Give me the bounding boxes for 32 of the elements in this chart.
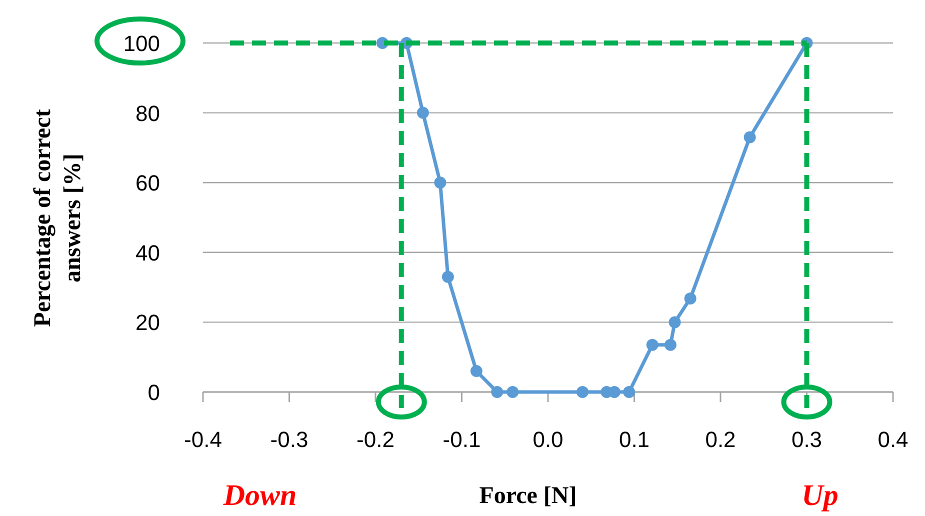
text: Down <box>222 479 297 512</box>
x-tick-label: -0.4 <box>184 427 222 452</box>
text: Up <box>802 479 838 512</box>
y-tick-label: 100 <box>123 31 160 56</box>
x-tick-label: 0.4 <box>878 427 908 452</box>
point <box>646 338 658 351</box>
x-tick-label: -0.2 <box>356 427 394 452</box>
x-tick-label: 0.3 <box>791 427 822 452</box>
point <box>576 386 588 398</box>
point <box>416 106 429 119</box>
point <box>491 386 504 398</box>
point <box>442 270 454 283</box>
point <box>668 316 681 328</box>
y-tick-label: 80 <box>136 100 160 126</box>
x-axis-title: Force [N] <box>479 483 577 509</box>
y-tick-label: 40 <box>136 240 160 266</box>
y-tick-label: 0 <box>148 380 160 405</box>
x-tick-label: 0.1 <box>618 427 650 452</box>
point <box>684 292 696 304</box>
point <box>470 365 482 378</box>
y-tick-label: 20 <box>136 310 160 336</box>
point <box>744 131 756 144</box>
y-axis-title: Percentage of correct answers [%] <box>30 109 86 327</box>
x-tick-label: -0.3 <box>270 427 308 452</box>
point <box>664 338 676 351</box>
point <box>434 176 446 189</box>
point <box>623 386 636 398</box>
x-tick-label: 0.0 <box>532 427 564 452</box>
y-tick-label: 60 <box>136 170 160 196</box>
point <box>506 386 519 398</box>
x-tick-label: -0.1 <box>442 427 481 452</box>
x-tick-label: 0.2 <box>705 427 736 452</box>
